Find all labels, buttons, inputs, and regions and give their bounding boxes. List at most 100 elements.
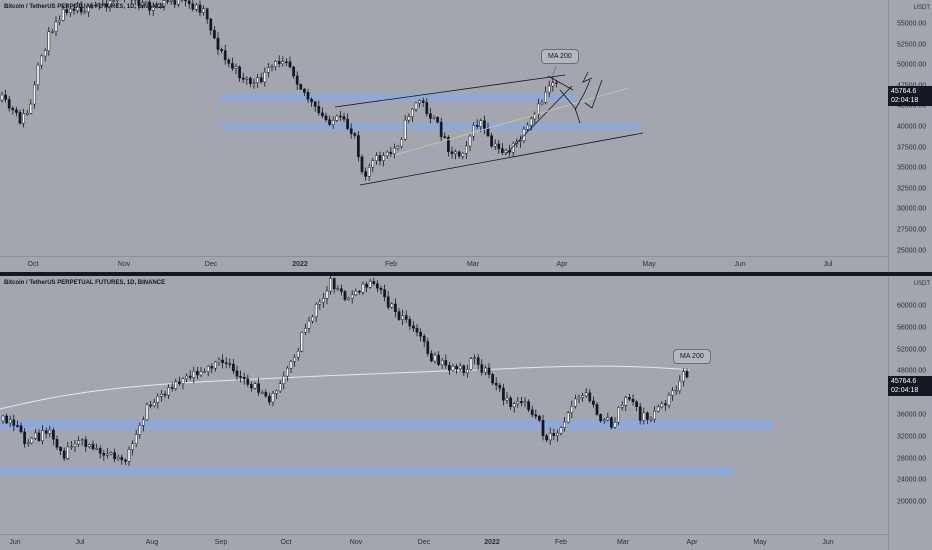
candle bbox=[480, 359, 484, 376]
candle bbox=[491, 372, 494, 386]
bar-countdown: 02:04:18 bbox=[891, 387, 919, 394]
candle bbox=[299, 83, 303, 91]
candle bbox=[40, 54, 43, 70]
candle bbox=[173, 0, 177, 9]
candle bbox=[497, 139, 501, 154]
time-axis-top[interactable]: Oct Nov Dec 2022 Feb Mar Apr May Jun Jul bbox=[0, 256, 888, 272]
candle bbox=[350, 290, 354, 304]
candle bbox=[105, 0, 108, 12]
candle bbox=[259, 72, 263, 84]
candle bbox=[378, 151, 382, 166]
candle bbox=[653, 406, 656, 423]
ma200-curve bbox=[0, 365, 691, 410]
candle bbox=[239, 370, 242, 383]
candle bbox=[209, 17, 213, 36]
time-tick: Mar bbox=[466, 261, 480, 268]
candle bbox=[11, 106, 15, 115]
candle bbox=[227, 58, 231, 68]
wedge-support-line[interactable] bbox=[504, 85, 573, 156]
candle bbox=[293, 354, 296, 367]
candle bbox=[584, 388, 588, 399]
candle bbox=[336, 285, 340, 292]
candle bbox=[422, 333, 426, 348]
candle bbox=[401, 309, 404, 326]
candle bbox=[412, 321, 415, 333]
candle bbox=[394, 298, 397, 318]
candle bbox=[289, 359, 293, 373]
candle bbox=[87, 3, 90, 17]
time-tick: Apr bbox=[556, 261, 568, 268]
price-tick: 20000.00 bbox=[897, 498, 927, 506]
candlestick-chart-top[interactable] bbox=[0, 0, 888, 256]
wedge-resistance-line[interactable] bbox=[547, 75, 574, 91]
price-tick: 52500.00 bbox=[897, 41, 927, 49]
candle bbox=[131, 440, 134, 456]
candle bbox=[490, 132, 493, 148]
time-tick: Jul bbox=[823, 261, 833, 268]
candle bbox=[407, 113, 411, 124]
candle bbox=[440, 357, 444, 369]
candle bbox=[162, 0, 166, 11]
candle bbox=[151, 2, 155, 17]
candle bbox=[234, 63, 238, 75]
candle bbox=[167, 384, 170, 400]
candle bbox=[310, 97, 313, 107]
candle bbox=[65, 4, 69, 16]
candle bbox=[368, 278, 372, 289]
candle bbox=[155, 1, 159, 9]
candle bbox=[408, 316, 412, 330]
candle bbox=[12, 414, 16, 432]
chart-pane-top[interactable]: Bitcoin / TetherUS PERPETUAL FUTURES, 1D… bbox=[0, 0, 932, 272]
candle bbox=[317, 100, 321, 116]
candle bbox=[516, 397, 520, 408]
candle bbox=[210, 363, 214, 374]
candle bbox=[52, 427, 55, 446]
candle bbox=[544, 86, 547, 105]
candle bbox=[465, 141, 468, 159]
pane-divider[interactable] bbox=[0, 272, 932, 276]
candle bbox=[98, 445, 102, 459]
resistance-zone bbox=[220, 94, 575, 101]
time-axis-bottom[interactable]: Jun Jul Aug Sep Oct Nov Dec 2022 Feb Mar Apr May Jun bbox=[0, 534, 888, 550]
price-tick: 56000.00 bbox=[897, 324, 927, 332]
candle bbox=[318, 298, 322, 310]
candle bbox=[43, 48, 47, 62]
candle bbox=[181, 377, 185, 390]
candle bbox=[487, 363, 491, 379]
candle bbox=[313, 100, 317, 112]
candle bbox=[127, 446, 131, 467]
candle bbox=[115, 0, 119, 7]
chart-pane-bottom[interactable]: Bitcoin / TetherUS PERPETUAL FUTURES, 1D… bbox=[0, 276, 932, 550]
candle bbox=[124, 458, 127, 465]
candle bbox=[331, 116, 335, 129]
candle bbox=[432, 115, 436, 120]
candle bbox=[519, 135, 522, 148]
candle bbox=[660, 401, 664, 409]
time-tick: Jun bbox=[822, 539, 834, 546]
candle bbox=[379, 285, 383, 295]
candle bbox=[220, 47, 223, 54]
channel-upper-line[interactable] bbox=[334, 74, 566, 108]
candle bbox=[281, 56, 285, 67]
candle bbox=[574, 394, 577, 409]
candle bbox=[61, 5, 65, 22]
price-axis-bottom[interactable]: USDT 60000.0056000.0052000.0048000.00400… bbox=[888, 276, 932, 550]
chart-title-bottom: Bitcoin / TetherUS PERPETUAL FUTURES, 1D… bbox=[4, 280, 166, 286]
candle bbox=[285, 58, 288, 67]
candle bbox=[400, 137, 403, 149]
channel-lower-line[interactable] bbox=[359, 132, 644, 186]
candle bbox=[475, 119, 479, 129]
price-tick: 37500.00 bbox=[897, 144, 927, 152]
candle bbox=[322, 292, 325, 308]
candlestick-chart-bottom[interactable] bbox=[0, 276, 888, 534]
candle bbox=[389, 147, 393, 157]
time-tick: Feb bbox=[384, 261, 398, 268]
candle bbox=[376, 280, 379, 293]
time-tick: May bbox=[642, 261, 656, 268]
candle bbox=[66, 441, 70, 461]
candle bbox=[188, 370, 192, 381]
candle bbox=[545, 433, 548, 443]
candle bbox=[198, 0, 202, 17]
candle bbox=[69, 7, 72, 18]
price-axis-top[interactable]: USDT 55000.00 52500.00 50000.00 47500.00 425… bbox=[888, 0, 932, 272]
